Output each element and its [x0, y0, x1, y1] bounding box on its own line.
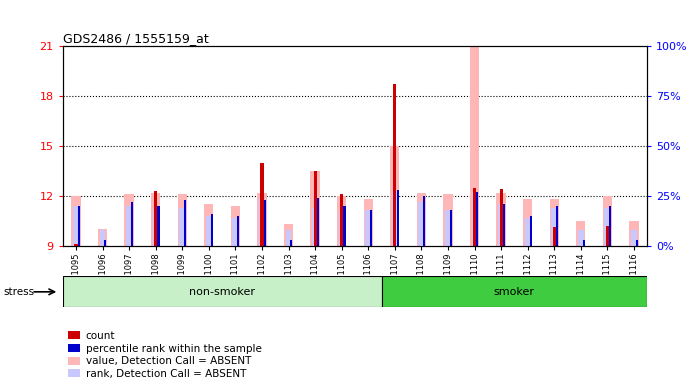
Bar — [230, 206, 240, 246]
Bar — [310, 171, 319, 246]
Bar — [180, 208, 185, 246]
Bar — [450, 210, 452, 246]
Bar — [470, 46, 479, 246]
Bar — [237, 216, 239, 246]
Bar — [609, 206, 611, 246]
Bar — [260, 162, 264, 246]
Bar — [125, 194, 134, 246]
Bar — [131, 202, 133, 246]
Text: stress: stress — [3, 287, 35, 297]
Bar — [63, 276, 381, 307]
Bar — [636, 240, 638, 246]
Bar — [525, 218, 530, 246]
Bar — [473, 187, 476, 246]
Bar — [606, 226, 609, 246]
Bar — [104, 240, 106, 246]
Bar — [313, 208, 318, 246]
Bar — [445, 210, 451, 246]
Bar — [98, 229, 107, 246]
Bar — [556, 206, 558, 246]
Bar — [211, 214, 213, 246]
Bar — [126, 206, 132, 246]
Bar — [100, 230, 105, 246]
Bar — [157, 206, 159, 246]
Text: GDS2486 / 1555159_at: GDS2486 / 1555159_at — [63, 32, 208, 45]
Bar — [576, 221, 585, 246]
Bar — [285, 230, 292, 246]
Bar — [363, 199, 373, 246]
Bar — [339, 212, 345, 246]
Bar — [503, 204, 505, 246]
Bar — [232, 218, 238, 246]
Bar — [500, 189, 503, 246]
Bar — [73, 206, 79, 246]
Bar — [553, 227, 556, 246]
Bar — [313, 171, 317, 246]
Bar — [397, 190, 399, 246]
Bar — [204, 204, 214, 246]
Bar — [370, 210, 372, 246]
Bar — [631, 230, 637, 246]
Bar — [264, 200, 266, 246]
Bar — [284, 224, 293, 246]
Bar — [476, 192, 478, 246]
Bar — [583, 240, 585, 246]
Text: smoker: smoker — [494, 287, 535, 297]
Bar — [154, 191, 157, 246]
Bar — [184, 200, 186, 246]
Bar — [177, 194, 187, 246]
Bar — [629, 221, 639, 246]
Bar — [472, 192, 477, 246]
Bar — [258, 192, 267, 246]
Bar — [423, 196, 425, 246]
Bar — [390, 146, 400, 246]
Bar — [340, 194, 343, 246]
Bar — [550, 199, 559, 246]
Bar — [443, 194, 452, 246]
Bar — [74, 244, 77, 246]
Bar — [78, 206, 80, 246]
Bar — [152, 210, 159, 246]
Bar — [578, 230, 584, 246]
Bar — [551, 208, 557, 246]
Bar — [498, 204, 504, 246]
Bar — [496, 192, 506, 246]
Bar — [603, 196, 612, 246]
Bar — [381, 276, 647, 307]
Bar — [393, 84, 397, 246]
Legend: count, percentile rank within the sample, value, Detection Call = ABSENT, rank, : count, percentile rank within the sample… — [68, 331, 262, 379]
Bar — [530, 216, 532, 246]
Bar — [206, 216, 212, 246]
Bar — [290, 240, 292, 246]
Bar — [337, 196, 347, 246]
Bar — [151, 192, 160, 246]
Text: non-smoker: non-smoker — [189, 287, 255, 297]
Bar — [365, 210, 371, 246]
Bar — [418, 202, 425, 246]
Bar — [523, 199, 532, 246]
Bar — [317, 198, 319, 246]
Bar — [344, 206, 346, 246]
Bar — [417, 192, 426, 246]
Bar — [605, 208, 610, 246]
Bar — [392, 192, 397, 246]
Bar — [71, 196, 81, 246]
Bar — [259, 198, 265, 246]
